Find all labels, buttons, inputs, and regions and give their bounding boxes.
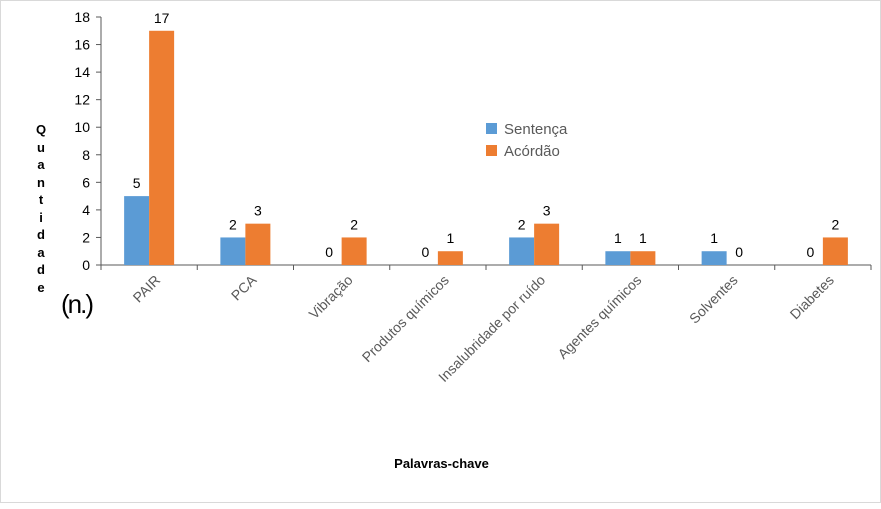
y-tick-label: 6 <box>82 174 90 190</box>
x-tick-label: Agentes químicos <box>554 272 644 362</box>
y-tick-label: 4 <box>82 202 90 218</box>
bar-sentenca <box>509 237 535 265</box>
x-tick-label: Produtos químicos <box>359 272 452 365</box>
bar-acordao <box>534 223 560 265</box>
y-tick-label: 14 <box>74 64 90 80</box>
legend-label: Acórdão <box>504 143 560 160</box>
y-tick-label: 10 <box>74 119 90 135</box>
data-label: 5 <box>133 175 141 191</box>
y-axis-label-letter: u <box>37 139 45 155</box>
x-tick-label: PCA <box>228 271 260 303</box>
y-axis-unit: (n.) <box>61 289 94 319</box>
data-label: 0 <box>735 244 743 260</box>
bar-acordao <box>341 237 367 265</box>
x-tick-label: Solventes <box>686 272 741 327</box>
data-label: 2 <box>229 216 237 232</box>
bar-acordao <box>149 30 175 266</box>
data-label: 2 <box>518 216 526 232</box>
y-axis-label-letter: Q <box>35 122 47 137</box>
data-label: 1 <box>710 230 718 246</box>
x-tick-label: PAIR <box>130 272 164 306</box>
legend-swatch <box>486 123 497 134</box>
y-tick-label: 18 <box>74 9 90 25</box>
y-axis-label-letter: t <box>38 192 44 207</box>
data-label: 0 <box>806 244 814 260</box>
data-label: 0 <box>325 244 333 260</box>
bar-sentenca <box>605 251 631 265</box>
y-tick-label: 0 <box>82 257 90 273</box>
data-label: 3 <box>254 203 262 219</box>
y-axis-label-letter: a <box>37 157 45 172</box>
y-tick-label: 12 <box>74 92 90 108</box>
data-label: 3 <box>543 203 551 219</box>
y-axis-label-letter: d <box>37 262 45 277</box>
y-axis-label-letter: n <box>37 174 45 190</box>
y-axis-label-letter: d <box>37 227 45 242</box>
bar-sentenca <box>124 196 150 265</box>
data-label: 0 <box>421 244 429 260</box>
y-axis-label-letter: e <box>37 279 45 295</box>
data-label: 2 <box>350 216 358 232</box>
bar-acordao <box>630 251 656 265</box>
bar-acordao <box>822 237 848 265</box>
bar-acordao <box>245 223 271 265</box>
x-tick-label: Diabetes <box>787 272 837 322</box>
y-axis-label-letter: i <box>39 209 43 225</box>
y-axis-label-letter: a <box>37 244 45 260</box>
data-label: 1 <box>614 230 622 246</box>
bar-sentenca <box>701 251 727 265</box>
x-tick-label: Insalubridade por ruído <box>435 272 548 385</box>
y-tick-label: 16 <box>74 37 90 53</box>
data-label: 1 <box>446 230 454 246</box>
data-label: 17 <box>154 10 170 26</box>
data-label: 1 <box>639 230 647 246</box>
x-axis-label: Palavras-chave <box>394 456 489 471</box>
bar-acordao <box>437 251 463 265</box>
legend-label: Sentença <box>504 121 568 138</box>
y-tick-label: 8 <box>82 147 90 163</box>
x-tick-label: Vibração <box>306 272 356 322</box>
y-tick-label: 2 <box>82 229 90 245</box>
bar-sentenca <box>220 237 246 265</box>
legend-swatch <box>486 145 497 156</box>
data-label: 2 <box>831 216 839 232</box>
